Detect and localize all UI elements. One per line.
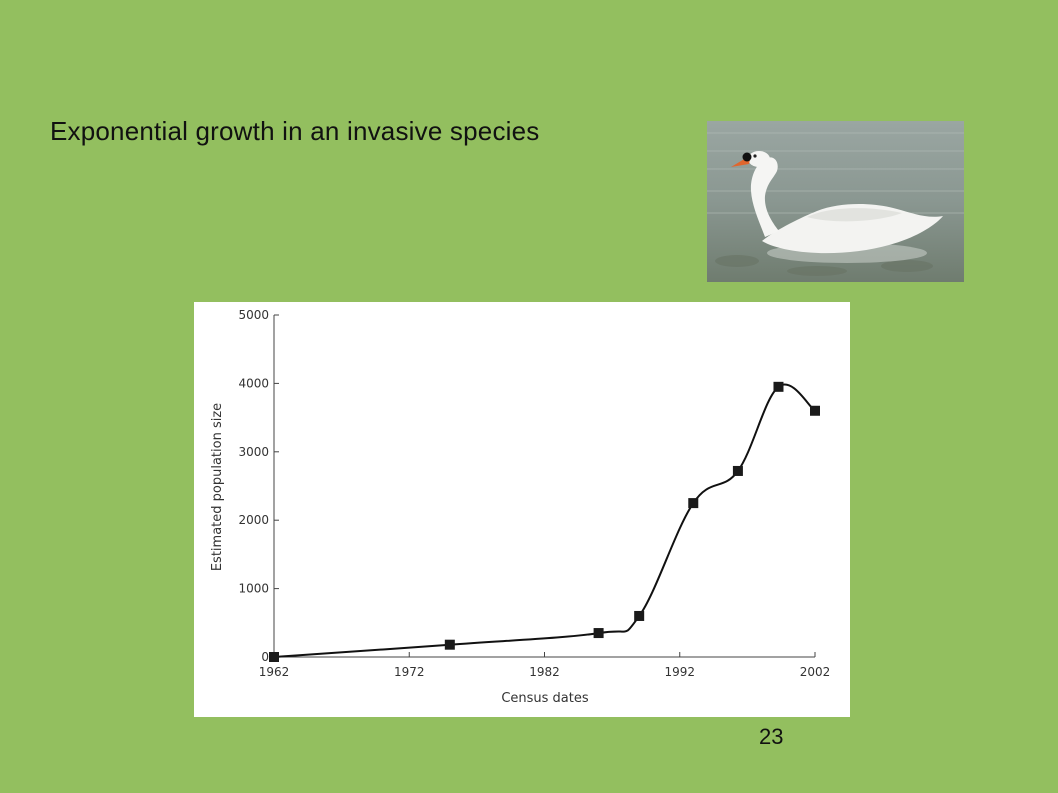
data-point <box>732 465 743 476</box>
y-tick-label: 4000 <box>238 376 269 390</box>
data-markers <box>269 381 820 662</box>
data-point <box>444 639 455 650</box>
x-tick-label: 1962 <box>259 665 290 679</box>
slide-title: Exponential growth in an invasive specie… <box>50 116 540 146</box>
x-axis-label: Census dates <box>501 691 589 706</box>
data-point <box>593 628 604 639</box>
swan-photo <box>707 121 964 282</box>
x-tick-label: 1972 <box>394 665 425 679</box>
y-axis-label: Estimated population size <box>210 403 225 571</box>
data-point <box>634 610 645 621</box>
chart-panel: 0 1000 2000 3000 4000 5000 1962 1972 1982 1992 200… <box>194 302 850 717</box>
x-tick-label: 1982 <box>529 665 560 679</box>
data-point <box>269 652 279 662</box>
axes: 0 1000 2000 3000 4000 5000 1962 1972 1982 1992 200… <box>238 308 830 679</box>
y-tick-label: 1000 <box>238 582 269 596</box>
y-tick-label: 0 <box>261 650 269 664</box>
y-tick-label: 3000 <box>238 445 269 459</box>
data-point <box>688 498 699 509</box>
data-point <box>773 381 784 392</box>
x-tick-label: 2002 <box>800 665 831 679</box>
data-point <box>810 405 820 416</box>
series-line <box>273 383 816 658</box>
y-tick-label: 5000 <box>238 308 269 322</box>
y-tick-label: 2000 <box>238 513 269 527</box>
series-line-group <box>273 383 816 658</box>
population-chart: 0 1000 2000 3000 4000 5000 1962 1972 1982 1992 200… <box>210 308 830 706</box>
page-number: 23 <box>759 724 784 749</box>
x-tick-label: 1992 <box>664 665 695 679</box>
